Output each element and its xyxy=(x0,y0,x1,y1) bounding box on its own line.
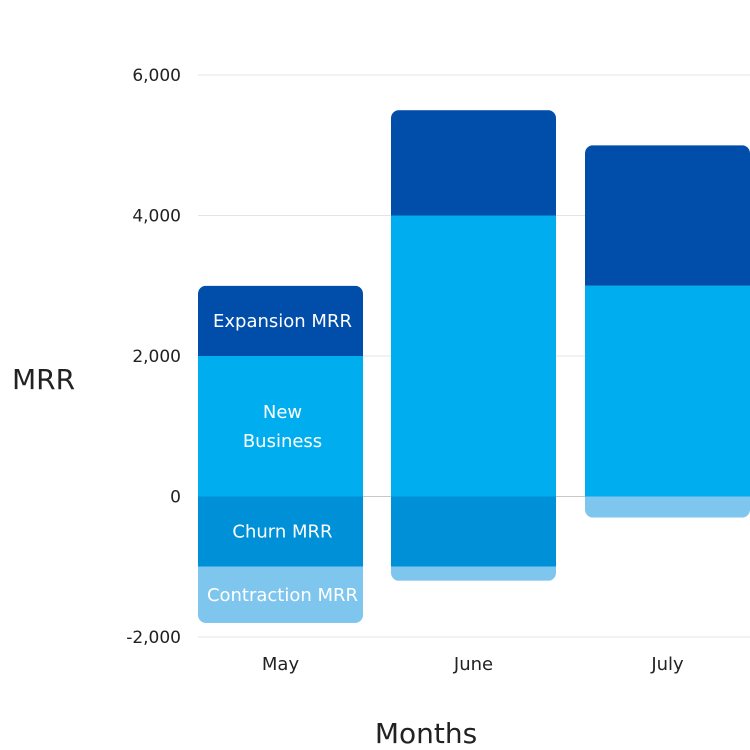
y-tick-label: 4,000 xyxy=(132,207,181,227)
y-tick-label: 6,000 xyxy=(132,66,181,86)
y-tick-label: 2,000 xyxy=(132,347,181,367)
segment-labels: Expansion MRR New Business Churn MRR Contrac… xyxy=(207,311,358,606)
segment-label-contraction: Contraction MRR xyxy=(207,585,358,606)
bar-segment-contraction-june xyxy=(391,566,556,581)
y-tick-label: 0 xyxy=(170,488,181,508)
x-axis-title: Months xyxy=(375,717,477,750)
segment-label-churn: Churn MRR xyxy=(232,522,332,543)
y-axis-title: MRR xyxy=(12,363,75,396)
segment-label-expansion: Expansion MRR xyxy=(213,311,352,332)
x-tick-label: July xyxy=(650,654,684,675)
x-tick-label: May xyxy=(262,654,300,675)
x-tick-labels: May June July xyxy=(262,654,684,675)
bar-segment-churn-june xyxy=(391,496,556,567)
bar-segment-contraction-may xyxy=(198,566,363,623)
bar-july xyxy=(585,145,750,518)
bars xyxy=(198,110,750,623)
x-tick-label: June xyxy=(453,654,493,675)
bar-segment-churn-may xyxy=(198,496,363,567)
segment-label-new_business: New xyxy=(263,402,302,423)
bar-segment-expansion-july xyxy=(585,145,750,286)
segment-label-new_business: Business xyxy=(243,431,322,452)
bar-segment-expansion-june xyxy=(391,110,556,216)
y-tick-label: -2,000 xyxy=(126,628,181,648)
bar-may xyxy=(198,285,363,623)
bar-june xyxy=(391,110,556,581)
bar-segment-contraction-july xyxy=(585,496,750,518)
y-tick-labels: -2,000 0 2,000 4,000 6,000 xyxy=(126,66,181,648)
bar-segment-expansion-may xyxy=(198,285,363,356)
bar-segment-new_business-may xyxy=(198,356,363,497)
bar-segment-new_business-june xyxy=(391,215,556,497)
bar-segment-new_business-july xyxy=(585,285,750,497)
